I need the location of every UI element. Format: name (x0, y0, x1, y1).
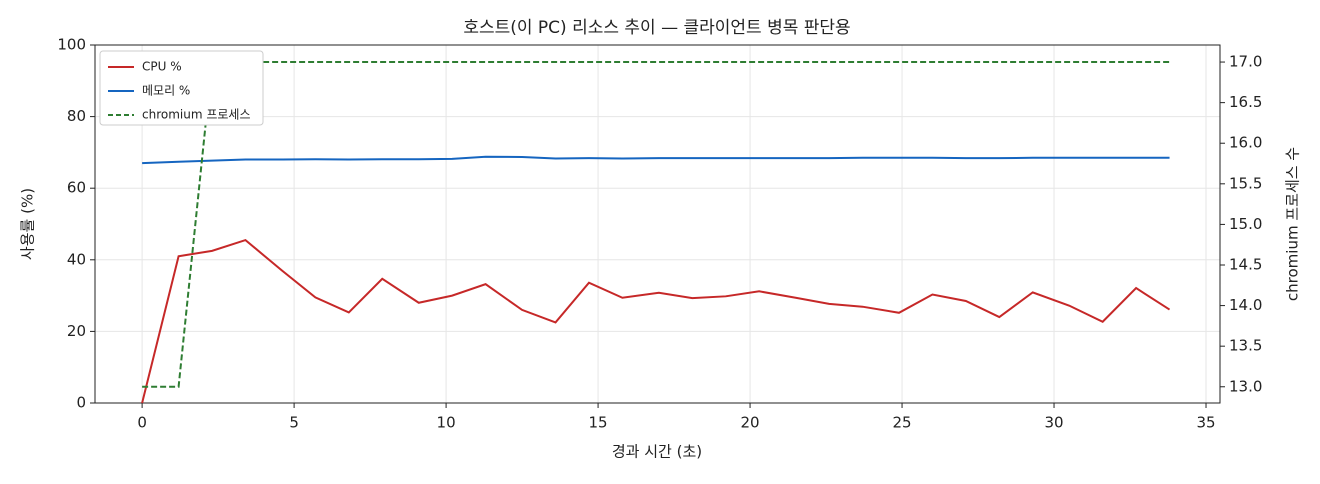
x-tick-label: 0 (137, 414, 147, 432)
x-tick-label: 30 (1044, 414, 1063, 432)
y-axis-label: 사용률 (%) (19, 188, 37, 260)
y2-tick-label: 13.5 (1229, 337, 1262, 355)
y2-tick-label: 14.5 (1229, 255, 1262, 273)
series-line (141, 238, 1171, 404)
plot-frame (94, 44, 1221, 404)
y2-tick-label: 13.0 (1229, 377, 1262, 395)
y2-tick-label: 16.0 (1229, 134, 1262, 152)
y2-tick-label: 16.5 (1229, 93, 1262, 111)
y-tick-label: 40 (67, 250, 86, 268)
y-tick-label: 80 (67, 107, 86, 125)
x-tick-label: 20 (741, 414, 760, 432)
y-tick-label: 100 (57, 36, 86, 54)
y-tick-label: 20 (67, 322, 86, 340)
chart-title: 호스트(이 PC) 리소스 추이 — 클라이언트 병목 판단용 (463, 18, 850, 38)
legend-label: 메모리 % (142, 84, 190, 98)
x-tick-label: 35 (1196, 414, 1215, 432)
x-tick-label: 25 (892, 414, 911, 432)
y2-axis-label: chromium 프로세스 수 (1284, 147, 1302, 301)
y2-tick-label: 14.0 (1229, 296, 1262, 314)
legend: CPU % 메모리 % chromium 프로세스 (99, 50, 264, 126)
x-tick-label: 5 (289, 414, 299, 432)
x-tick-label: 10 (437, 414, 456, 432)
y-tick-label: 0 (76, 394, 86, 412)
x-tick-label: 15 (589, 414, 608, 432)
legend-label: CPU % (142, 60, 182, 74)
y2-tick-label: 17.0 (1229, 53, 1262, 71)
legend-label: chromium 프로세스 (142, 108, 251, 122)
y2-tick-label: 15.0 (1229, 215, 1262, 233)
legend-box (99, 50, 264, 126)
y2-tick-label: 15.5 (1229, 174, 1262, 192)
series-line (142, 155, 1170, 165)
series-line (142, 61, 1170, 388)
x-axis-label: 경과 시간 (초) (612, 443, 702, 461)
y-tick-label: 60 (67, 179, 86, 197)
